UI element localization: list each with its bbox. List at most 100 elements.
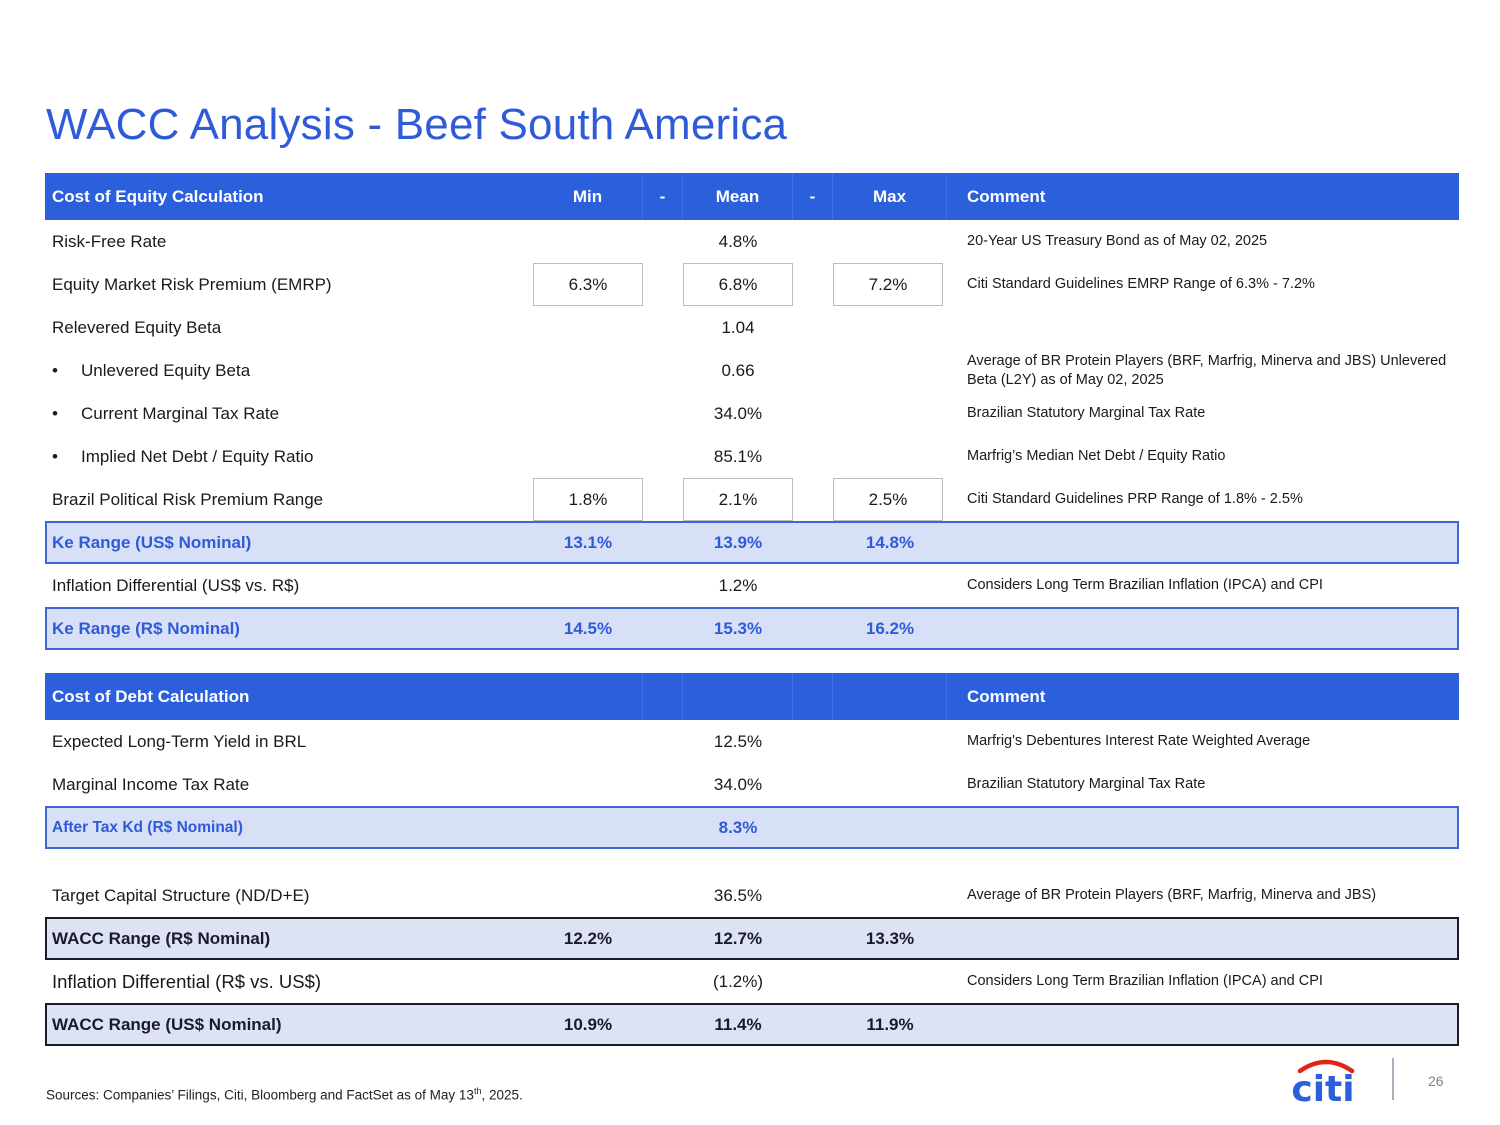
row-mean: 34.0% [713, 774, 763, 794]
row-mean: 1.04 [721, 317, 755, 337]
row-comment: Brazilian Statutory Marginal Tax Rate [967, 776, 1206, 793]
row-mean: 2.1% [683, 478, 793, 521]
footer-divider [1392, 1058, 1394, 1100]
header-comment: Comment [967, 686, 1046, 706]
wacc-range-usd-row: WACC Range (US$ Nominal) 10.9% 11.4% 11.… [45, 1003, 1459, 1046]
row-label: Ke Range (R$ Nominal) [52, 618, 240, 638]
sources-suffix: , 2025. [481, 1087, 523, 1103]
cost-of-equity-table: Cost of Equity Calculation Min - Mean - … [45, 173, 1459, 650]
row-comment: Citi Standard Guidelines PRP Range of 1.… [967, 491, 1303, 508]
row-label: After Tax Kd (R$ Nominal) [52, 818, 243, 836]
row-max: 16.2% [865, 618, 915, 638]
header-min: Min [533, 173, 643, 220]
page-number: 26 [1428, 1073, 1444, 1089]
header-blank-3 [793, 673, 833, 720]
header-dash-1: - [643, 173, 683, 220]
row-label: WACC Range (R$ Nominal) [52, 928, 271, 948]
row-mean: 4.8% [718, 231, 758, 251]
row-label: Expected Long-Term Yield in BRL [52, 731, 307, 751]
row-min: 14.5% [563, 618, 613, 638]
wacc-table: Target Capital Structure (ND/D+E) 36.5% … [45, 874, 1459, 1046]
row-min: 13.1% [563, 532, 613, 552]
row-comment: Considers Long Term Brazilian Inflation … [967, 973, 1323, 990]
row-min: 1.8% [533, 478, 643, 521]
row-mean: 8.3% [718, 817, 758, 837]
row-label: Marginal Income Tax Rate [52, 774, 250, 794]
table-row: Target Capital Structure (ND/D+E) 36.5% … [45, 874, 1459, 917]
cost-of-debt-table: Cost of Debt Calculation Comment Expecte… [45, 673, 1459, 849]
row-max: 11.9% [866, 1014, 914, 1034]
table-row: Implied Net Debt / Equity Ratio 85.1% Ma… [45, 435, 1459, 478]
row-comment: Marfrig's Debentures Interest Rate Weigh… [967, 733, 1311, 750]
table-row: Expected Long-Term Yield in BRL 12.5% Ma… [45, 720, 1459, 763]
row-mean: 0.66 [721, 360, 755, 380]
header-dash-2: - [793, 173, 833, 220]
row-label: Implied Net Debt / Equity Ratio [52, 435, 532, 478]
row-mean: 11.4% [714, 1014, 762, 1034]
row-mean: 12.7% [713, 928, 763, 948]
header-blank-1 [643, 673, 683, 720]
header-mean: Mean [683, 173, 793, 220]
row-max: 2.5% [833, 478, 943, 521]
header-max: Max [833, 173, 947, 220]
row-mean: 15.3% [713, 618, 763, 638]
row-comment: Considers Long Term Brazilian Inflation … [967, 577, 1323, 594]
row-comment: Brazilian Statutory Marginal Tax Rate [967, 405, 1206, 422]
row-max: 7.2% [833, 263, 943, 306]
row-mean: 13.9% [713, 532, 763, 552]
row-mean: 6.8% [683, 263, 793, 306]
row-label: WACC Range (US$ Nominal) [52, 1014, 282, 1034]
row-min: 10.9% [563, 1014, 613, 1034]
table-row: Risk-Free Rate 4.8% 20-Year US Treasury … [45, 220, 1459, 263]
row-mean: 34.0% [713, 403, 763, 423]
citi-logo-arc [1297, 1059, 1355, 1074]
header-blank-4 [833, 673, 947, 720]
row-max: 13.3% [865, 928, 915, 948]
row-label: Inflation Differential (R$ vs. US$) [52, 970, 322, 992]
sources-text: Sources: Companies’ Filings, Citi, Bloom… [46, 1087, 474, 1103]
row-label: Equity Market Risk Premium (EMRP) [52, 274, 332, 294]
row-label: Unlevered Equity Beta [52, 349, 532, 392]
row-label: Relevered Equity Beta [52, 317, 222, 337]
sources-superscript: th [473, 1086, 482, 1096]
ke-range-usd-row: Ke Range (US$ Nominal) 13.1% 13.9% 14.8% [45, 521, 1459, 564]
row-comment: Marfrig’s Median Net Debt / Equity Ratio [967, 448, 1226, 465]
table-row: Inflation Differential (US$ vs. R$) 1.2%… [45, 564, 1459, 607]
row-label: Target Capital Structure (ND/D+E) [52, 885, 310, 905]
row-max: 14.8% [865, 532, 915, 552]
after-tax-kd-row: After Tax Kd (R$ Nominal) 8.3% [45, 806, 1459, 849]
row-comment: Average of BR Protein Players (BRF, Marf… [967, 887, 1377, 904]
table-row: Inflation Differential (R$ vs. US$) (1.2… [45, 960, 1459, 1003]
row-mean: 36.5% [713, 885, 763, 905]
row-min: 6.3% [533, 263, 643, 306]
row-label: Inflation Differential (US$ vs. R$) [52, 575, 300, 595]
row-comment: Average of BR Protein Players (BRF, Marf… [967, 353, 1447, 388]
table-row: Marginal Income Tax Rate 34.0% Brazilian… [45, 763, 1459, 806]
table-row: Equity Market Risk Premium (EMRP) 6.3% 6… [45, 263, 1459, 306]
table-row: Unlevered Equity Beta 0.66 Average of BR… [45, 349, 1459, 392]
debt-header-label: Cost of Debt Calculation [45, 673, 643, 720]
citi-logo-text: citi [1291, 1069, 1354, 1105]
ke-range-brl-row: Ke Range (R$ Nominal) 14.5% 15.3% 16.2% [45, 607, 1459, 650]
debt-header-row: Cost of Debt Calculation Comment [45, 673, 1459, 720]
row-mean: 85.1% [713, 446, 763, 466]
header-comment: Comment [967, 186, 1046, 206]
row-min: 12.2% [563, 928, 613, 948]
sources-footnote: Sources: Companies’ Filings, Citi, Bloom… [46, 1086, 523, 1103]
row-mean: (1.2%) [712, 971, 764, 991]
table-row: Brazil Political Risk Premium Range 1.8%… [45, 478, 1459, 521]
row-label: Ke Range (US$ Nominal) [52, 532, 252, 552]
page-title: WACC Analysis - Beef South America [46, 100, 788, 149]
row-mean: 12.5% [713, 731, 763, 751]
row-label: Current Marginal Tax Rate [52, 392, 532, 435]
row-label: Risk-Free Rate [52, 231, 167, 251]
row-comment: 20-Year US Treasury Bond as of May 02, 2… [967, 233, 1268, 250]
table-row: Current Marginal Tax Rate 34.0% Brazilia… [45, 392, 1459, 435]
row-mean: 1.2% [718, 575, 758, 595]
header-blank-2 [683, 673, 793, 720]
row-label: Brazil Political Risk Premium Range [52, 489, 324, 509]
wacc-range-brl-row: WACC Range (R$ Nominal) 12.2% 12.7% 13.3… [45, 917, 1459, 960]
equity-header-row: Cost of Equity Calculation Min - Mean - … [45, 173, 1459, 220]
citi-logo: citi [1291, 1059, 1355, 1105]
row-comment: Citi Standard Guidelines EMRP Range of 6… [967, 276, 1315, 293]
